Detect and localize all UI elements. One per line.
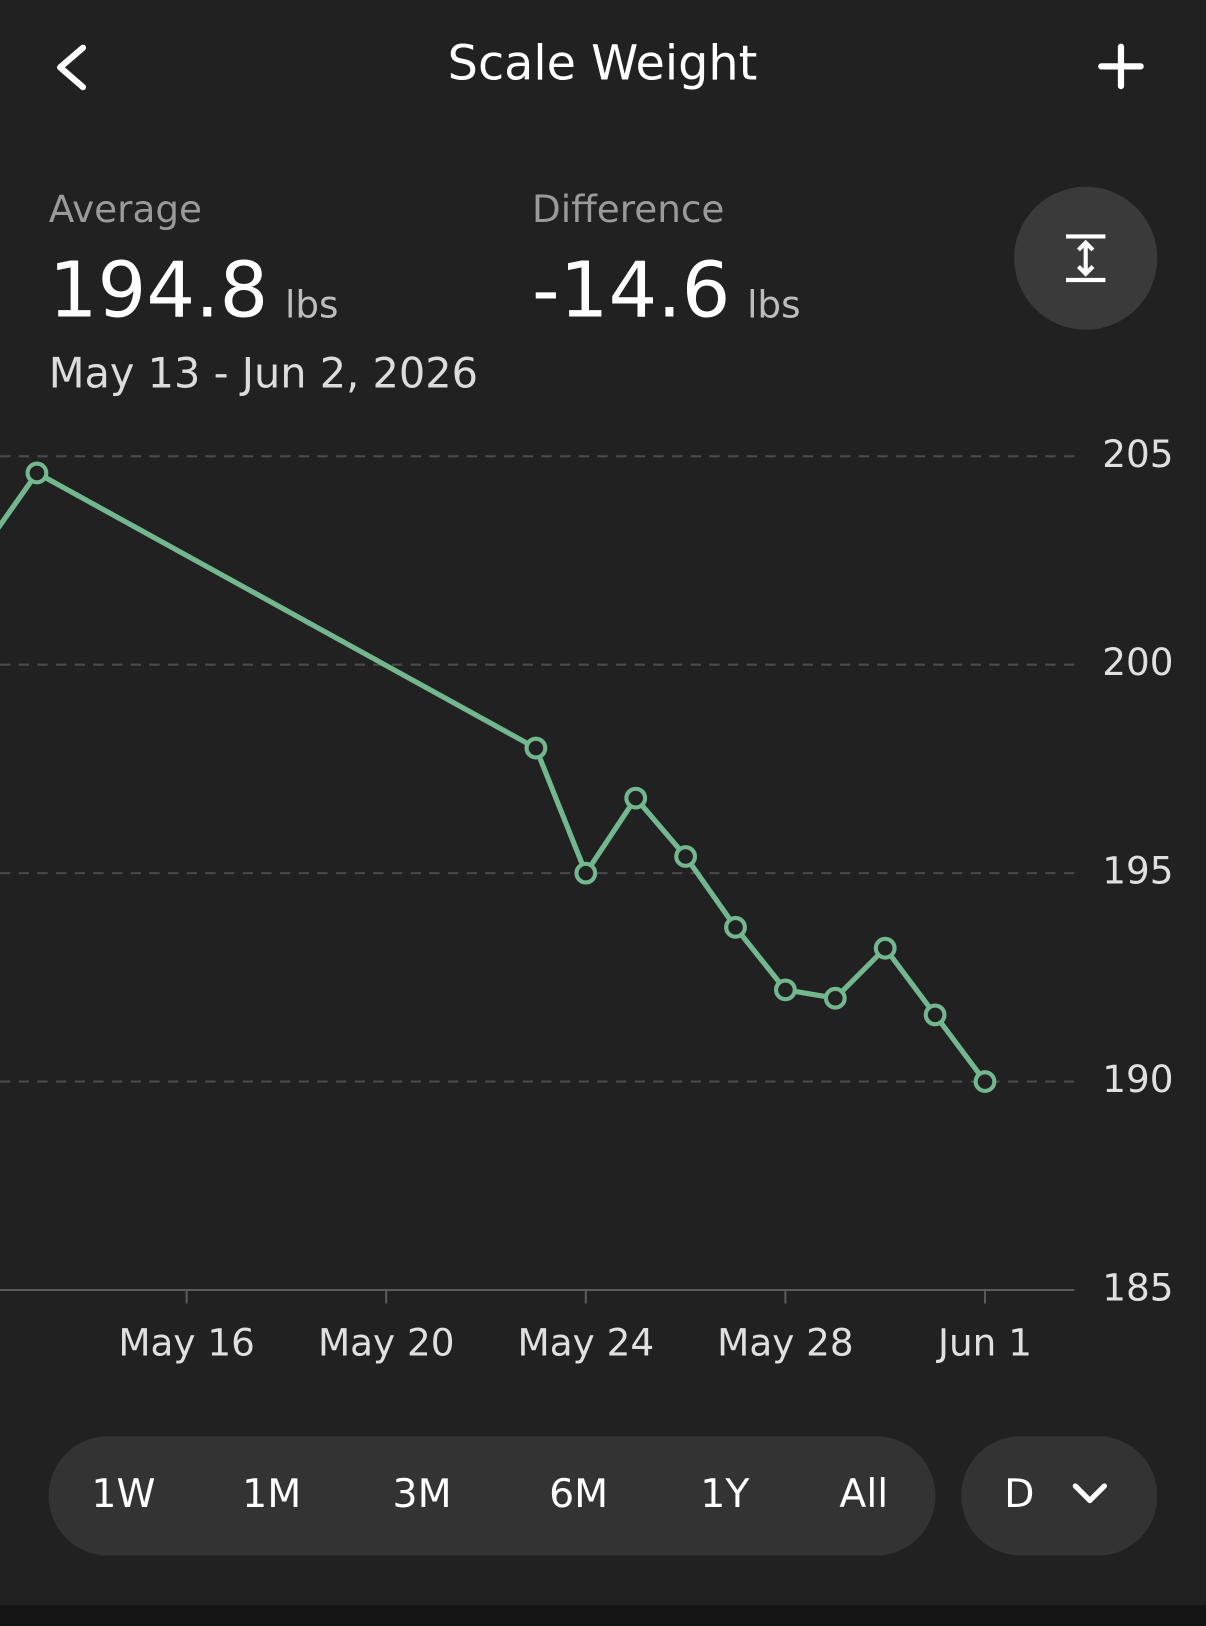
- weight-line: [0, 470, 988, 1084]
- granularity-label[interactable]: D: [1004, 1471, 1034, 1517]
- range-button[interactable]: 1W: [91, 1471, 155, 1517]
- data-point: [674, 845, 698, 868]
- toggle-icon: [1066, 234, 1106, 283]
- data-point: [923, 1003, 947, 1027]
- date-range: May 13 - Jun 2, 2026: [49, 349, 478, 397]
- difference-label: Difference: [532, 187, 724, 231]
- range-button[interactable]: 3M: [393, 1471, 452, 1517]
- x-tick-label: May 20: [318, 1320, 455, 1364]
- x-tick-label: Jun 1: [936, 1320, 1032, 1364]
- range-button[interactable]: 1Y: [700, 1471, 750, 1517]
- y-tick-label: 205: [1102, 432, 1173, 476]
- screen-title: Scale Weight: [448, 36, 758, 91]
- data-point: [973, 1070, 997, 1093]
- data-point: [774, 978, 797, 1002]
- back-button[interactable]: [57, 44, 87, 91]
- granularity-selector[interactable]: [961, 1436, 1158, 1556]
- dropdown-chevron[interactable]: [1072, 1483, 1107, 1504]
- bottom-bar: [0, 1605, 1206, 1626]
- data-point: [823, 986, 847, 1010]
- y-tick-label: 195: [1102, 849, 1173, 893]
- data-point: [524, 736, 548, 760]
- difference-unit: lbs: [747, 282, 801, 326]
- x-tick-label: May 28: [717, 1320, 854, 1364]
- range-button[interactable]: All: [839, 1471, 888, 1517]
- x-tick-label: May 24: [518, 1320, 655, 1364]
- y-tick-label: 190: [1102, 1057, 1173, 1101]
- range-selector: [48, 1436, 936, 1556]
- chart: 185 190 195 200 205 May 16 May 20 May 24 May 28 J…: [0, 432, 1174, 1364]
- data-point: [624, 786, 648, 810]
- y-tick-label: 185: [1102, 1266, 1173, 1310]
- difference-value: -14.6: [532, 247, 731, 336]
- plot: [0, 461, 997, 1093]
- range-button[interactable]: 1M: [242, 1471, 301, 1517]
- scale-toggle[interactable]: [1014, 186, 1158, 330]
- data-point: [873, 936, 897, 960]
- data-point: [574, 861, 598, 885]
- x-tick-label: May 16: [118, 1320, 255, 1364]
- average-label: Average: [49, 187, 202, 231]
- average-unit: lbs: [285, 282, 339, 326]
- add-button[interactable]: [1098, 43, 1144, 90]
- data-point: [25, 461, 49, 485]
- data-point: [724, 915, 747, 939]
- y-tick-label: 200: [1102, 640, 1173, 684]
- range-button[interactable]: 6M: [549, 1471, 608, 1517]
- average-value: 194.8: [49, 247, 269, 336]
